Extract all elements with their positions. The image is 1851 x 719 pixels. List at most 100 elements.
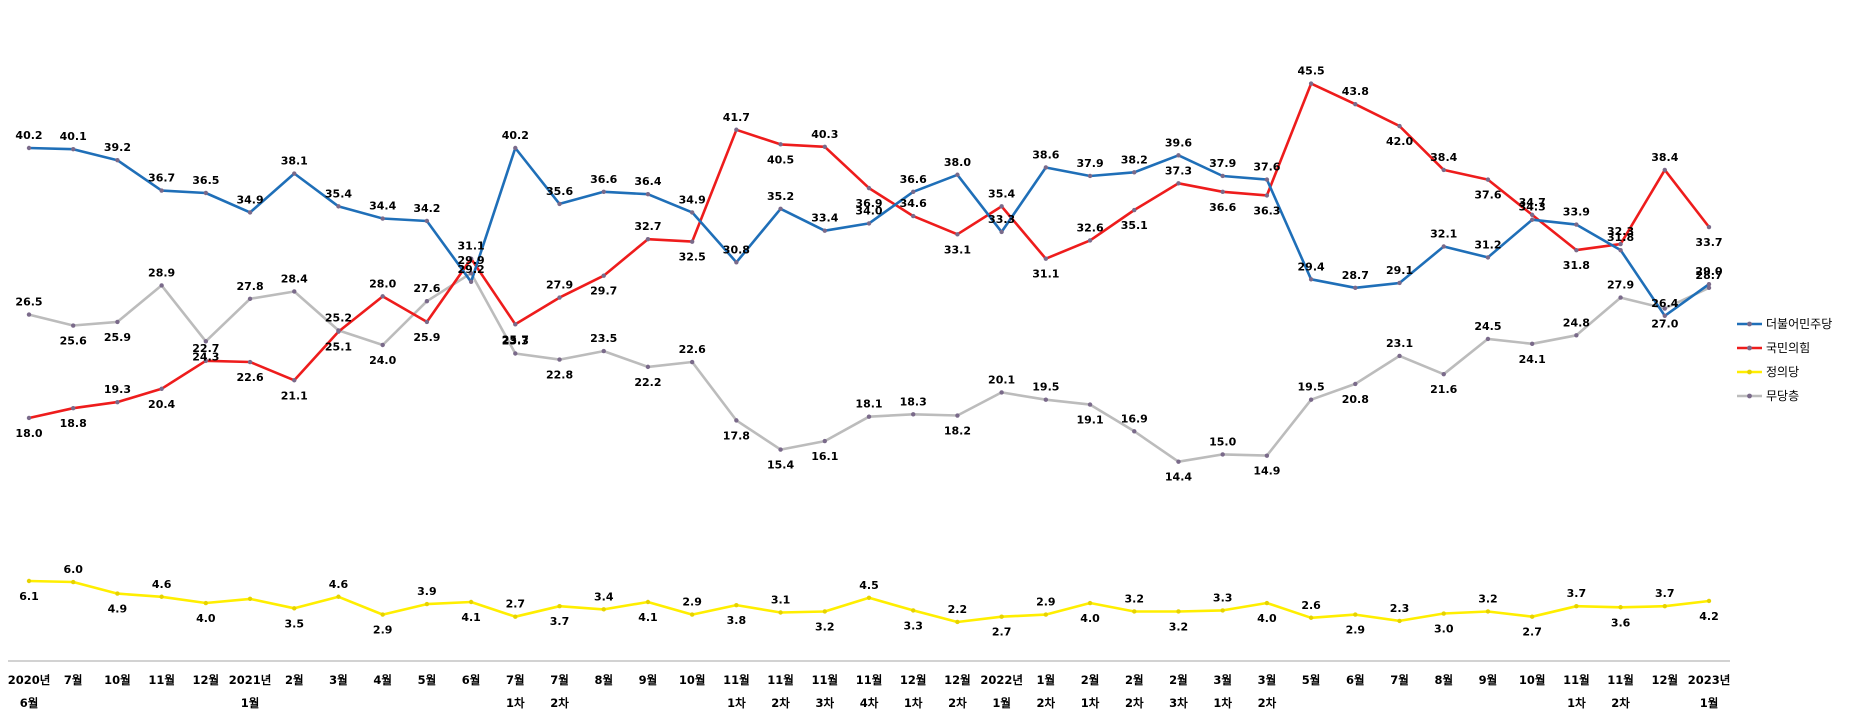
x-tick-label: 4월 xyxy=(373,673,392,687)
series-point-ppp xyxy=(1706,224,1712,230)
legend-marker xyxy=(1747,369,1752,375)
series-point-democratic xyxy=(1087,173,1093,179)
legend-label: 국민의힘 xyxy=(1766,341,1810,355)
data-label-justice: 4.1 xyxy=(461,611,481,624)
series-point-ppp xyxy=(1485,177,1491,182)
x-tick-label: 1차 xyxy=(506,696,525,710)
series-point-democratic xyxy=(1043,165,1049,170)
data-label-justice: 3.6 xyxy=(1611,616,1631,629)
data-label-independent: 16.9 xyxy=(1121,412,1148,425)
data-label-ppp: 33.1 xyxy=(944,243,971,256)
x-tick-label: 11월 xyxy=(723,673,750,687)
series-point-ppp xyxy=(1397,123,1402,129)
data-label-democratic: 33.9 xyxy=(1563,206,1590,219)
x-tick-label: 2차 xyxy=(1037,696,1056,710)
series-point-democratic xyxy=(955,172,960,177)
series-point-independent xyxy=(1308,397,1314,402)
data-label-independent: 18.3 xyxy=(900,395,927,408)
series-point-ppp xyxy=(159,386,164,391)
data-label-ppp: 37.3 xyxy=(1165,164,1192,177)
series-point-independent xyxy=(1264,453,1270,458)
x-tick-label: 7월 xyxy=(550,673,569,687)
series-point-justice xyxy=(999,614,1004,619)
series-point-justice xyxy=(1043,612,1049,617)
data-label-democratic: 36.7 xyxy=(148,172,175,185)
data-label-independent: 19.5 xyxy=(1032,381,1059,394)
series-point-independent xyxy=(1353,381,1358,387)
series-point-democratic xyxy=(468,279,474,284)
series-point-independent xyxy=(1043,397,1049,402)
data-label-ppp: 25.1 xyxy=(325,341,352,354)
data-label-democratic: 37.9 xyxy=(1076,157,1103,170)
series-point-democratic xyxy=(71,147,76,152)
x-tick-label: 1차 xyxy=(1081,696,1100,710)
data-label-ppp: 41.7 xyxy=(723,111,750,124)
series-point-democratic xyxy=(1264,177,1270,182)
series-point-independent xyxy=(1087,402,1093,407)
x-tick-label: 10월 xyxy=(679,673,706,687)
data-label-democratic: 26.4 xyxy=(1651,297,1678,310)
series-point-ppp xyxy=(1353,102,1358,107)
data-label-ppp: 40.5 xyxy=(767,153,794,166)
data-label-independent: 25.6 xyxy=(60,335,87,348)
series-point-ppp xyxy=(601,273,606,278)
data-label-ppp: 32.5 xyxy=(679,251,706,264)
x-tick-label: 3차 xyxy=(1169,696,1188,710)
data-label-independent: 24.8 xyxy=(1563,316,1590,329)
series-point-democratic xyxy=(1529,217,1535,222)
data-label-democratic: 33.3 xyxy=(988,213,1015,226)
data-label-ppp: 27.9 xyxy=(546,279,573,292)
data-label-independent: 19.5 xyxy=(1298,381,1325,394)
data-label-justice: 4.6 xyxy=(329,578,349,591)
series-point-independent xyxy=(557,357,562,362)
data-label-justice: 3.0 xyxy=(1434,623,1454,636)
series-point-independent xyxy=(71,323,76,328)
series-point-democratic xyxy=(26,145,32,151)
series-point-ppp xyxy=(26,415,32,421)
series-point-democratic xyxy=(689,210,695,215)
series-point-ppp xyxy=(1176,181,1181,186)
series-point-independent xyxy=(911,412,916,417)
data-label-democratic: 34.3 xyxy=(1519,201,1546,214)
legend-item-independent: 무당층 xyxy=(1737,389,1799,403)
data-label-democratic: 36.6 xyxy=(590,173,617,186)
series-point-ppp xyxy=(203,358,209,363)
series-point-justice xyxy=(1529,614,1535,619)
series-point-democratic xyxy=(557,201,562,207)
data-label-ppp: 31.1 xyxy=(458,240,485,253)
data-label-justice: 2.7 xyxy=(992,626,1012,639)
series-point-ppp xyxy=(822,144,827,149)
x-tick-label: 2월 xyxy=(285,673,304,687)
data-label-democratic: 31.2 xyxy=(1474,238,1501,251)
data-label-democratic: 33.4 xyxy=(811,212,838,225)
data-label-ppp: 35.4 xyxy=(988,187,1015,200)
data-label-justice: 2.3 xyxy=(1390,602,1410,615)
data-label-justice: 2.9 xyxy=(1036,596,1056,609)
data-label-ppp: 37.6 xyxy=(1474,189,1501,202)
series-point-independent xyxy=(513,351,518,356)
series-point-justice xyxy=(1176,609,1181,614)
series-point-justice xyxy=(1618,605,1623,610)
data-label-justice: 4.0 xyxy=(196,612,216,625)
data-label-justice: 3.2 xyxy=(1478,592,1498,605)
series-markers xyxy=(26,81,1712,625)
x-tick-label: 11월 xyxy=(148,673,175,687)
series-point-independent xyxy=(955,413,960,418)
data-label-independent: 24.5 xyxy=(1474,320,1501,333)
series-point-justice xyxy=(159,594,164,599)
series-point-ppp xyxy=(424,319,430,325)
data-label-ppp: 31.1 xyxy=(1032,268,1059,281)
series-point-democratic xyxy=(1706,281,1712,287)
series-point-ppp xyxy=(1087,238,1093,243)
series-point-justice xyxy=(689,612,695,617)
series-point-ppp xyxy=(1220,189,1225,194)
series-point-justice xyxy=(866,595,872,600)
x-tick-label: 11월 xyxy=(1607,673,1634,687)
series-point-independent xyxy=(822,438,827,444)
data-label-democratic: 31.8 xyxy=(1607,231,1634,244)
series-point-justice xyxy=(71,579,76,585)
data-label-ppp: 36.3 xyxy=(1253,204,1280,217)
data-label-independent: 28.7 xyxy=(1695,269,1722,282)
data-label-justice: 2.7 xyxy=(1522,626,1542,639)
x-tick-label: 6월 xyxy=(462,673,481,687)
